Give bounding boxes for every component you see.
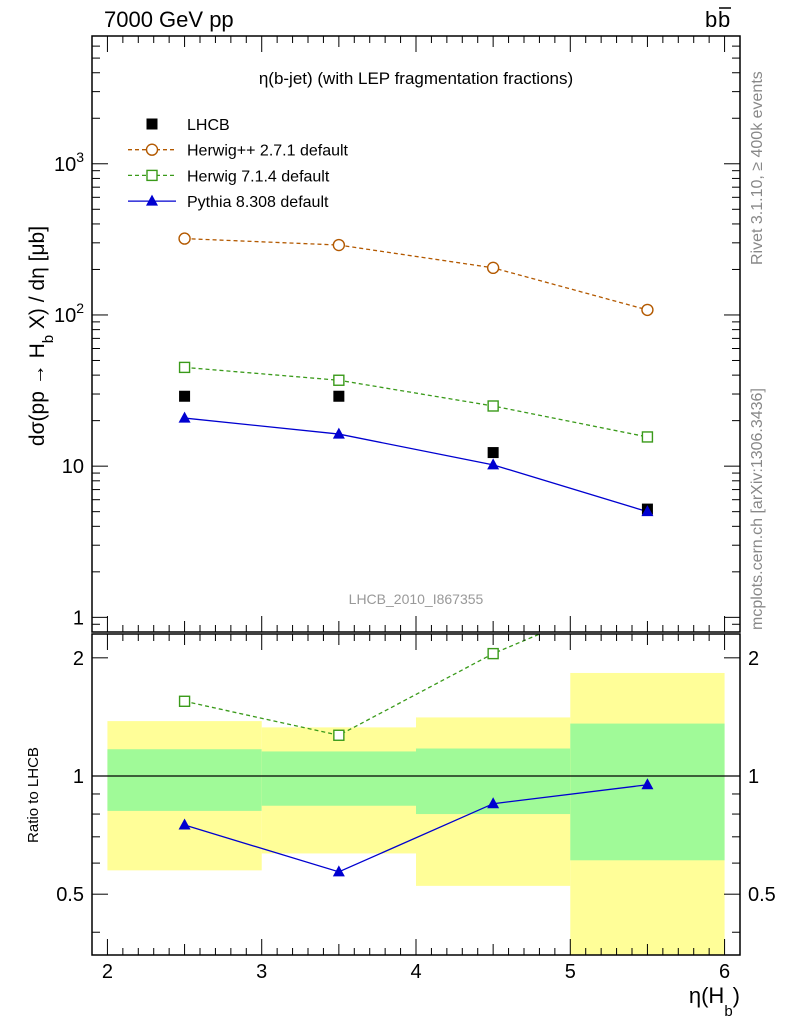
xlabel-sub: b (724, 1003, 732, 1020)
main-y-tick-exponent: 3 (76, 149, 84, 165)
main-series-lines (184, 237, 648, 513)
data-point-herwig-2-7-1-default-2 (486, 261, 500, 275)
x-axis-label: η(Hb) (689, 983, 740, 1020)
legend-marker (146, 169, 158, 182)
header-process: b b (705, 7, 731, 32)
ratio-line-pythia-8-308-default (184, 784, 648, 873)
data-point-herwig-2-7-1-default-3 (641, 303, 654, 317)
main-axis-ticks (92, 35, 740, 633)
ratio-point-pythia-8-308-default-3 (641, 778, 654, 790)
stat-uncertainty-band-3 (570, 723, 725, 861)
stat-uncertainty-band-0 (107, 749, 262, 811)
legend-entry-herwig-2-7-1-default: Herwig++ 2.7.1 default (128, 143, 349, 160)
series-line-pythia-8-308-default (184, 417, 648, 513)
ratio-point-pythia-8-308-default-1 (332, 865, 345, 877)
main-title: η(b-jet) (with LEP fragmentation fractio… (259, 69, 573, 88)
main-y-tick-label: 1 (73, 607, 84, 629)
data-point-lhcb-1 (333, 390, 345, 402)
data-point-herwig-2-7-1-default-0 (178, 232, 191, 245)
svg-text:dσ(pp → Hb X) / dη [μb]: dσ(pp → Hb X) / dη [μb] (26, 226, 57, 446)
main-y-axis-label: dσ(pp → Hb X) / dη [μb] (26, 226, 57, 446)
data-point-herwig-7-1-4-default-2 (487, 400, 499, 412)
ylabel-tail: X) / dη [μb] (26, 226, 49, 335)
ratio-point-herwig-7-1-4-default-1 (333, 729, 345, 741)
ratio-panel: 0.5 0.5 1 1 2 2 2 3 4 5 6 Ratio to LHCB η(Hb) (25, 584, 776, 1020)
ratio-y-tick-label-right: 1 (748, 766, 759, 788)
legend-label: Pythia 8.308 default (187, 194, 329, 211)
ratio-y-tick-label-left: 0.5 (56, 884, 84, 906)
series-line-herwig-7-1-4-default (184, 366, 648, 438)
ratio-y-tick-label-left: 2 (73, 648, 84, 670)
mcplots-label: mcplots.cern.ch [arXiv:1306.3436] (749, 388, 766, 630)
ratio-point-herwig-7-1-4-default-0 (178, 695, 191, 707)
main-y-tick-base: 10 (54, 305, 76, 327)
main-y-tick-label: 103 (54, 149, 84, 176)
xlabel-tail: ) (733, 983, 740, 1008)
ylabel-sub: b (40, 335, 57, 343)
x-tick-label: 5 (565, 961, 576, 983)
data-point-herwig-2-7-1-default-1 (332, 238, 346, 252)
legend-label: Herwig++ 2.7.1 default (187, 143, 349, 160)
main-y-tick-base: 10 (54, 154, 76, 176)
header-beam-energy: 7000 GeV pp (104, 7, 234, 32)
data-point-pythia-8-308-default-1 (332, 427, 345, 439)
rivet-label: Rivet 3.1.10, ≥ 400k events (749, 71, 766, 265)
ratio-uncertainty-bands (107, 672, 725, 955)
ratio-axis-ticks (92, 634, 740, 955)
ratio-point-herwig-7-1-4-default-2 (487, 647, 499, 660)
header-process-b: b (705, 7, 717, 32)
x-tick-label: 3 (256, 961, 267, 983)
ratio-point-pythia-8-308-default-2 (487, 797, 500, 809)
x-tick-label: 2 (102, 961, 113, 983)
ratio-series-lines (184, 634, 648, 873)
ratio-line-herwig-7-1-4-default (184, 634, 542, 736)
legend-label: Herwig 7.1.4 default (187, 168, 330, 185)
data-point-herwig-7-1-4-default-1 (333, 374, 345, 386)
legend-marker (146, 194, 158, 206)
legend-entry-pythia-8-308-default: Pythia 8.308 default (128, 194, 329, 211)
main-y-tick-exponent: 2 (76, 300, 84, 316)
main-y-tick-label: 10 (62, 456, 84, 478)
data-point-lhcb-2 (487, 447, 499, 459)
data-point-pythia-8-308-default-0 (178, 411, 191, 423)
ratio-point-herwig-7-1-4-default-3 (642, 584, 652, 594)
data-point-herwig-7-1-4-default-0 (178, 361, 191, 374)
x-tick-label: 6 (719, 961, 730, 983)
ylabel-head: dσ(pp → H (26, 343, 49, 446)
ratio-point-pythia-8-308-default-0 (178, 818, 191, 830)
data-point-lhcb-0 (179, 390, 191, 402)
stat-uncertainty-band-1 (261, 751, 416, 806)
data-point-herwig-7-1-4-default-3 (641, 431, 654, 443)
legend: LHCB Herwig++ 2.7.1 default Herwig 7.1.4 d… (128, 117, 349, 211)
ratio-y-tick-label-right: 0.5 (748, 884, 776, 906)
data-point-pythia-8-308-default-2 (487, 458, 500, 470)
xlabel-head: η(H (689, 983, 724, 1008)
legend-entry-lhcb: LHCB (146, 117, 230, 134)
ratio-y-axis-label: Ratio to LHCB (25, 747, 42, 843)
series-line-herwig-2-7-1-default (184, 237, 648, 311)
data-point-pythia-8-308-default-3 (641, 505, 654, 517)
ratio-y-tick-label-left: 1 (73, 766, 84, 788)
legend-entry-herwig-7-1-4-default: Herwig 7.1.4 default (128, 168, 330, 185)
ratio-series-markers (178, 584, 654, 877)
analysis-label: LHCB_2010_I867355 (349, 591, 484, 607)
legend-marker (146, 118, 158, 130)
legend-marker (145, 143, 159, 156)
header-process-bbar: b (718, 7, 730, 32)
main-y-tick-label: 102 (54, 300, 84, 327)
main-series-markers (178, 232, 654, 517)
legend-label: LHCB (187, 117, 230, 134)
x-tick-label: 4 (410, 961, 421, 983)
ratio-tick-labels: 0.5 0.5 1 1 2 2 2 3 4 5 6 (56, 648, 776, 983)
ratio-y-tick-label-right: 2 (748, 648, 759, 670)
